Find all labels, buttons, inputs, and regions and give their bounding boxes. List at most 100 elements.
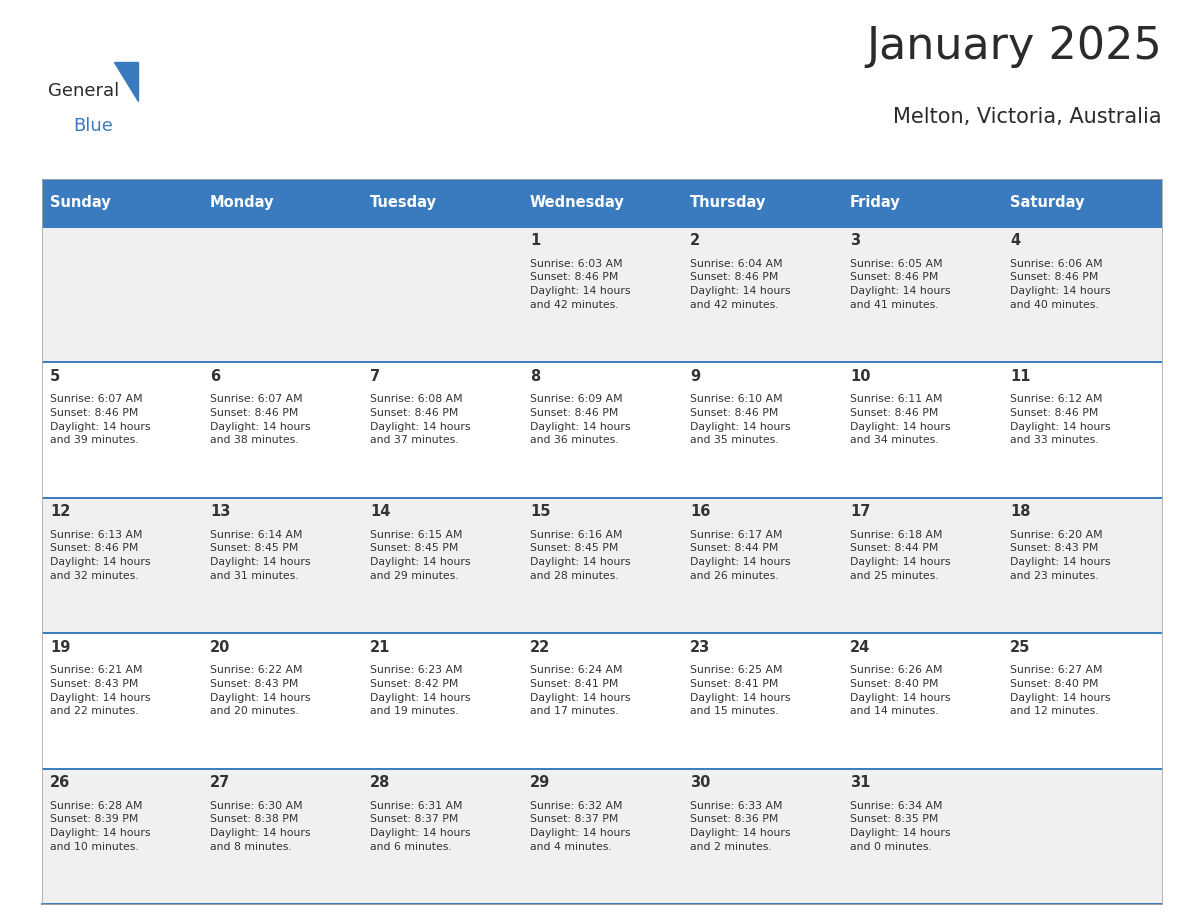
Text: Sunrise: 6:12 AM
Sunset: 8:46 PM
Daylight: 14 hours
and 33 minutes.: Sunrise: 6:12 AM Sunset: 8:46 PM Dayligh…: [1010, 395, 1111, 445]
FancyBboxPatch shape: [682, 179, 842, 227]
Polygon shape: [114, 62, 138, 101]
Text: 22: 22: [530, 640, 550, 655]
Text: 28: 28: [369, 775, 391, 790]
FancyBboxPatch shape: [842, 227, 1001, 363]
FancyBboxPatch shape: [842, 179, 1001, 227]
Text: Sunrise: 6:30 AM
Sunset: 8:38 PM
Daylight: 14 hours
and 8 minutes.: Sunrise: 6:30 AM Sunset: 8:38 PM Dayligh…: [210, 800, 310, 852]
FancyBboxPatch shape: [842, 363, 1001, 498]
Text: Wednesday: Wednesday: [530, 196, 625, 210]
Text: Sunrise: 6:03 AM
Sunset: 8:46 PM
Daylight: 14 hours
and 42 minutes.: Sunrise: 6:03 AM Sunset: 8:46 PM Dayligh…: [530, 259, 631, 309]
Text: 16: 16: [690, 504, 710, 520]
FancyBboxPatch shape: [522, 179, 682, 227]
Text: 29: 29: [530, 775, 550, 790]
Text: 20: 20: [210, 640, 230, 655]
Text: Sunrise: 6:11 AM
Sunset: 8:46 PM
Daylight: 14 hours
and 34 minutes.: Sunrise: 6:11 AM Sunset: 8:46 PM Dayligh…: [851, 395, 950, 445]
Text: Sunrise: 6:10 AM
Sunset: 8:46 PM
Daylight: 14 hours
and 35 minutes.: Sunrise: 6:10 AM Sunset: 8:46 PM Dayligh…: [690, 395, 790, 445]
Text: 24: 24: [851, 640, 871, 655]
Text: Thursday: Thursday: [690, 196, 766, 210]
Text: 14: 14: [369, 504, 391, 520]
Text: 4: 4: [1010, 233, 1020, 248]
Text: Sunrise: 6:05 AM
Sunset: 8:46 PM
Daylight: 14 hours
and 41 minutes.: Sunrise: 6:05 AM Sunset: 8:46 PM Dayligh…: [851, 259, 950, 309]
Text: Blue: Blue: [74, 118, 114, 135]
FancyBboxPatch shape: [202, 633, 361, 768]
Text: Sunrise: 6:24 AM
Sunset: 8:41 PM
Daylight: 14 hours
and 17 minutes.: Sunrise: 6:24 AM Sunset: 8:41 PM Dayligh…: [530, 666, 631, 716]
FancyBboxPatch shape: [522, 363, 682, 498]
Text: 9: 9: [690, 369, 700, 384]
FancyBboxPatch shape: [682, 498, 842, 633]
FancyBboxPatch shape: [1001, 227, 1162, 363]
FancyBboxPatch shape: [1001, 498, 1162, 633]
FancyBboxPatch shape: [842, 633, 1001, 768]
Text: Sunrise: 6:28 AM
Sunset: 8:39 PM
Daylight: 14 hours
and 10 minutes.: Sunrise: 6:28 AM Sunset: 8:39 PM Dayligh…: [50, 800, 151, 852]
FancyBboxPatch shape: [361, 363, 522, 498]
Text: 6: 6: [210, 369, 220, 384]
FancyBboxPatch shape: [842, 768, 1001, 904]
FancyBboxPatch shape: [361, 179, 522, 227]
FancyBboxPatch shape: [1001, 179, 1162, 227]
FancyBboxPatch shape: [361, 498, 522, 633]
Text: 12: 12: [50, 504, 70, 520]
Text: Sunday: Sunday: [50, 196, 110, 210]
Text: Sunrise: 6:21 AM
Sunset: 8:43 PM
Daylight: 14 hours
and 22 minutes.: Sunrise: 6:21 AM Sunset: 8:43 PM Dayligh…: [50, 666, 151, 716]
Text: Sunrise: 6:25 AM
Sunset: 8:41 PM
Daylight: 14 hours
and 15 minutes.: Sunrise: 6:25 AM Sunset: 8:41 PM Dayligh…: [690, 666, 790, 716]
FancyBboxPatch shape: [1001, 633, 1162, 768]
FancyBboxPatch shape: [1001, 768, 1162, 904]
Text: Friday: Friday: [851, 196, 901, 210]
FancyBboxPatch shape: [42, 363, 202, 498]
Text: Sunrise: 6:06 AM
Sunset: 8:46 PM
Daylight: 14 hours
and 40 minutes.: Sunrise: 6:06 AM Sunset: 8:46 PM Dayligh…: [1010, 259, 1111, 309]
FancyBboxPatch shape: [842, 498, 1001, 633]
FancyBboxPatch shape: [522, 227, 682, 363]
Text: Melton, Victoria, Australia: Melton, Victoria, Australia: [893, 107, 1162, 128]
FancyBboxPatch shape: [42, 768, 202, 904]
Text: Sunrise: 6:07 AM
Sunset: 8:46 PM
Daylight: 14 hours
and 39 minutes.: Sunrise: 6:07 AM Sunset: 8:46 PM Dayligh…: [50, 395, 151, 445]
Text: 15: 15: [530, 504, 550, 520]
FancyBboxPatch shape: [682, 227, 842, 363]
Text: Sunrise: 6:18 AM
Sunset: 8:44 PM
Daylight: 14 hours
and 25 minutes.: Sunrise: 6:18 AM Sunset: 8:44 PM Dayligh…: [851, 530, 950, 581]
FancyBboxPatch shape: [522, 498, 682, 633]
Text: 31: 31: [851, 775, 871, 790]
Text: 8: 8: [530, 369, 541, 384]
FancyBboxPatch shape: [522, 768, 682, 904]
Text: Monday: Monday: [210, 196, 274, 210]
FancyBboxPatch shape: [682, 363, 842, 498]
Text: Tuesday: Tuesday: [369, 196, 437, 210]
FancyBboxPatch shape: [42, 227, 202, 363]
Text: 19: 19: [50, 640, 70, 655]
Text: Sunrise: 6:04 AM
Sunset: 8:46 PM
Daylight: 14 hours
and 42 minutes.: Sunrise: 6:04 AM Sunset: 8:46 PM Dayligh…: [690, 259, 790, 309]
FancyBboxPatch shape: [42, 633, 202, 768]
FancyBboxPatch shape: [522, 633, 682, 768]
Text: 1: 1: [530, 233, 541, 248]
Text: Sunrise: 6:20 AM
Sunset: 8:43 PM
Daylight: 14 hours
and 23 minutes.: Sunrise: 6:20 AM Sunset: 8:43 PM Dayligh…: [1010, 530, 1111, 581]
FancyBboxPatch shape: [682, 768, 842, 904]
Text: Sunrise: 6:14 AM
Sunset: 8:45 PM
Daylight: 14 hours
and 31 minutes.: Sunrise: 6:14 AM Sunset: 8:45 PM Dayligh…: [210, 530, 310, 581]
Text: Sunrise: 6:22 AM
Sunset: 8:43 PM
Daylight: 14 hours
and 20 minutes.: Sunrise: 6:22 AM Sunset: 8:43 PM Dayligh…: [210, 666, 310, 716]
FancyBboxPatch shape: [1001, 363, 1162, 498]
FancyBboxPatch shape: [682, 633, 842, 768]
Text: Saturday: Saturday: [1010, 196, 1085, 210]
Text: 17: 17: [851, 504, 871, 520]
Text: Sunrise: 6:16 AM
Sunset: 8:45 PM
Daylight: 14 hours
and 28 minutes.: Sunrise: 6:16 AM Sunset: 8:45 PM Dayligh…: [530, 530, 631, 581]
Text: 2: 2: [690, 233, 700, 248]
Text: General: General: [48, 83, 119, 100]
Text: 25: 25: [1010, 640, 1030, 655]
Text: 30: 30: [690, 775, 710, 790]
Text: Sunrise: 6:17 AM
Sunset: 8:44 PM
Daylight: 14 hours
and 26 minutes.: Sunrise: 6:17 AM Sunset: 8:44 PM Dayligh…: [690, 530, 790, 581]
FancyBboxPatch shape: [202, 498, 361, 633]
Text: 26: 26: [50, 775, 70, 790]
Text: 27: 27: [210, 775, 230, 790]
Text: 11: 11: [1010, 369, 1031, 384]
Text: January 2025: January 2025: [866, 25, 1162, 68]
FancyBboxPatch shape: [361, 768, 522, 904]
Text: Sunrise: 6:26 AM
Sunset: 8:40 PM
Daylight: 14 hours
and 14 minutes.: Sunrise: 6:26 AM Sunset: 8:40 PM Dayligh…: [851, 666, 950, 716]
FancyBboxPatch shape: [202, 227, 361, 363]
Text: Sunrise: 6:32 AM
Sunset: 8:37 PM
Daylight: 14 hours
and 4 minutes.: Sunrise: 6:32 AM Sunset: 8:37 PM Dayligh…: [530, 800, 631, 852]
Text: 5: 5: [50, 369, 61, 384]
FancyBboxPatch shape: [361, 227, 522, 363]
FancyBboxPatch shape: [202, 363, 361, 498]
Text: Sunrise: 6:34 AM
Sunset: 8:35 PM
Daylight: 14 hours
and 0 minutes.: Sunrise: 6:34 AM Sunset: 8:35 PM Dayligh…: [851, 800, 950, 852]
Text: Sunrise: 6:07 AM
Sunset: 8:46 PM
Daylight: 14 hours
and 38 minutes.: Sunrise: 6:07 AM Sunset: 8:46 PM Dayligh…: [210, 395, 310, 445]
Text: 21: 21: [369, 640, 391, 655]
Text: Sunrise: 6:27 AM
Sunset: 8:40 PM
Daylight: 14 hours
and 12 minutes.: Sunrise: 6:27 AM Sunset: 8:40 PM Dayligh…: [1010, 666, 1111, 716]
FancyBboxPatch shape: [42, 179, 202, 227]
Text: 10: 10: [851, 369, 871, 384]
